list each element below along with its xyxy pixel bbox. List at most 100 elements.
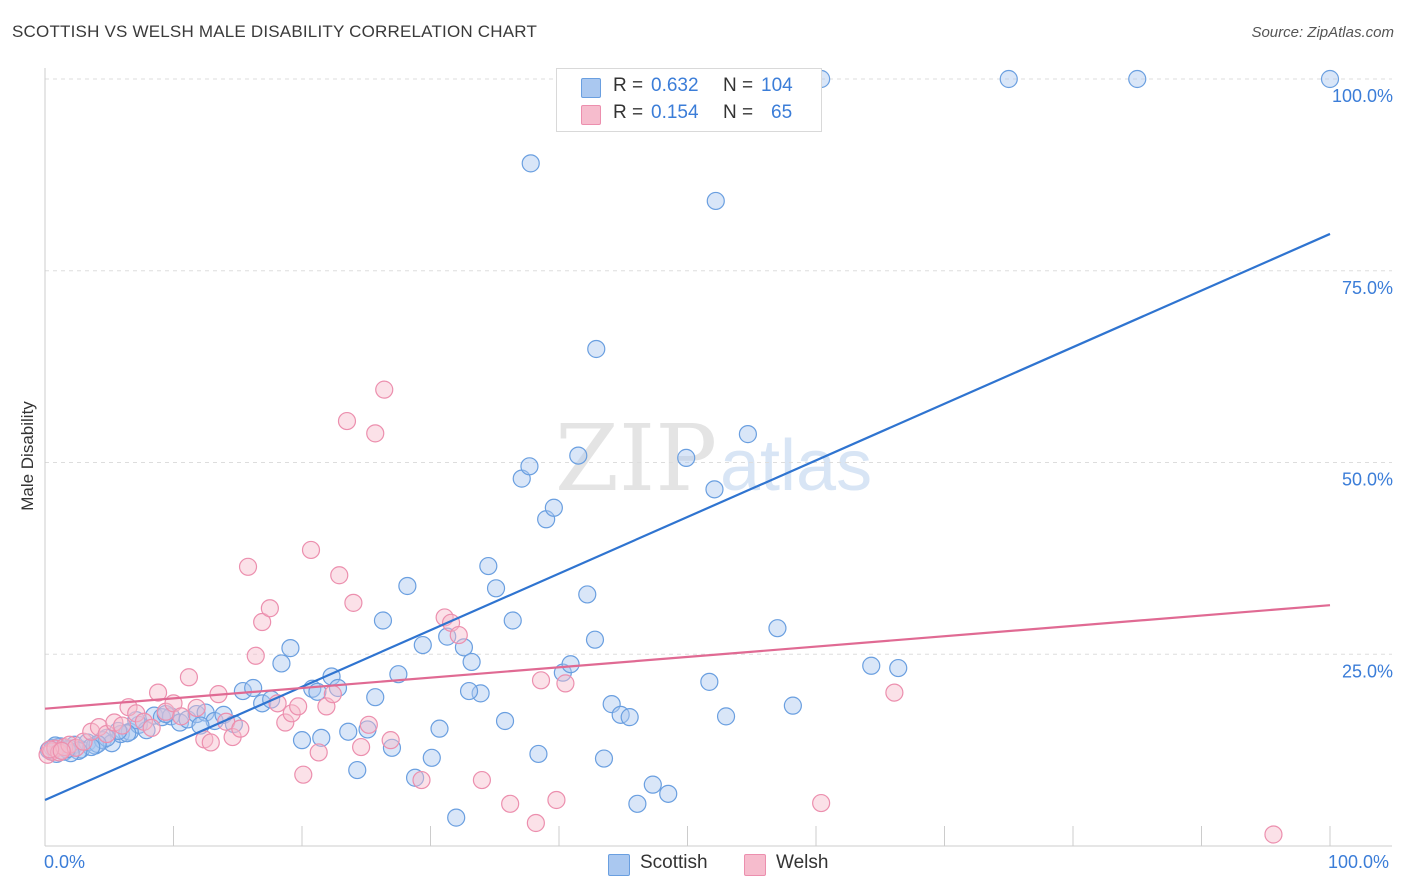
welsh-point [282, 704, 301, 723]
n-label: N = [723, 75, 754, 96]
scottish-point [503, 611, 522, 630]
y-tick-label: 50.0% [1342, 470, 1393, 490]
scottish-point [471, 684, 490, 703]
welsh-point [1264, 825, 1283, 844]
scottish-point [486, 579, 506, 598]
scottish-point [312, 728, 331, 747]
scottish-point [768, 619, 787, 638]
welsh-point [276, 713, 295, 732]
scottish-point [643, 775, 662, 794]
scottish-point [438, 627, 457, 646]
legend-item-scottish[interactable]: Scottish [608, 852, 728, 878]
welsh-point [330, 566, 349, 585]
welsh-point [501, 794, 520, 813]
scottish-point [413, 635, 432, 655]
scottish-point [544, 498, 563, 517]
welsh-point [172, 707, 191, 726]
welsh-point [526, 813, 545, 833]
scottish-point [495, 711, 515, 731]
welsh-point [231, 719, 250, 738]
welsh-point [238, 557, 258, 576]
x-tick-max: 100.0% [1328, 852, 1390, 872]
welsh-point [142, 718, 161, 737]
welsh-point [74, 732, 93, 751]
scottish-point [382, 738, 402, 757]
welsh-point [260, 599, 279, 618]
scottish-point [447, 808, 466, 827]
y-tick-label: 25.0% [1342, 661, 1393, 681]
welsh-legend-swatch [744, 854, 766, 876]
watermark: ZIP [555, 405, 717, 512]
welsh-point [412, 770, 431, 790]
scottish-point [292, 731, 312, 750]
welsh-point [344, 593, 363, 612]
scottish-point [244, 678, 263, 698]
scottish-point [462, 652, 481, 672]
welsh-point [359, 715, 378, 734]
legend-label-welsh: Welsh [776, 852, 829, 873]
welsh-swatch [581, 105, 601, 125]
scottish-point [430, 719, 449, 738]
welsh-point [246, 646, 265, 665]
scottish-point [783, 696, 802, 715]
scottish-point [366, 688, 385, 707]
scottish-legend-swatch [608, 854, 630, 876]
welsh-point [472, 770, 491, 790]
y-tick-label: 75.0% [1342, 278, 1393, 298]
welsh-point [112, 716, 132, 735]
welsh-point [366, 424, 385, 443]
welsh-point [556, 674, 575, 693]
welsh-trend-line [44, 604, 1331, 710]
welsh-point [52, 741, 71, 760]
r-value: 0.632 [651, 75, 699, 96]
welsh-point [885, 683, 904, 702]
welsh-point [148, 683, 168, 702]
welsh-point [309, 743, 328, 762]
welsh-point [337, 411, 357, 431]
r-label: R = [613, 75, 644, 96]
legend-label-scottish: Scottish [640, 852, 708, 873]
welsh-point [812, 793, 831, 813]
scottish-point [700, 672, 719, 691]
source-label: Source: ZipAtlas.com [1251, 24, 1394, 41]
scottish-point [705, 480, 724, 499]
welsh-point [253, 612, 272, 632]
scottish-point [479, 556, 498, 576]
scottish-point [716, 707, 736, 726]
welsh-point [323, 685, 342, 704]
welsh-point [449, 625, 468, 645]
y-tick-label: 100.0% [1332, 86, 1393, 106]
scottish-point [1320, 69, 1340, 89]
welsh-point [352, 737, 371, 757]
scottish-point [628, 794, 647, 813]
welsh-point [201, 733, 220, 752]
welsh-point [301, 540, 321, 560]
scottish-point [578, 585, 597, 604]
n-value: 65 [771, 102, 793, 123]
scottish-point [999, 69, 1018, 89]
scottish-point [889, 658, 908, 678]
scottish-point [272, 654, 291, 673]
scottish-point [348, 760, 367, 780]
legend-item-welsh[interactable]: Welsh [744, 852, 844, 878]
welsh-point [289, 697, 308, 716]
scottish-point [620, 708, 639, 727]
scottish-point [422, 748, 441, 767]
scottish-point [389, 665, 408, 684]
scottish-point [459, 681, 479, 701]
r-label: R = [613, 102, 644, 123]
welsh-point [381, 731, 400, 750]
scottish-point [281, 639, 300, 658]
scottish-point [569, 446, 588, 465]
scottish-trend-line [44, 232, 1331, 801]
scottish-point [659, 784, 678, 803]
r-value: 0.154 [651, 102, 699, 123]
scottish-swatch [581, 78, 601, 98]
scottish-point [520, 457, 539, 476]
scottish-point [187, 704, 206, 724]
scottish-point [738, 425, 757, 444]
n-value: 104 [761, 75, 793, 96]
welsh-point [41, 740, 60, 759]
n-label: N = [723, 102, 754, 123]
